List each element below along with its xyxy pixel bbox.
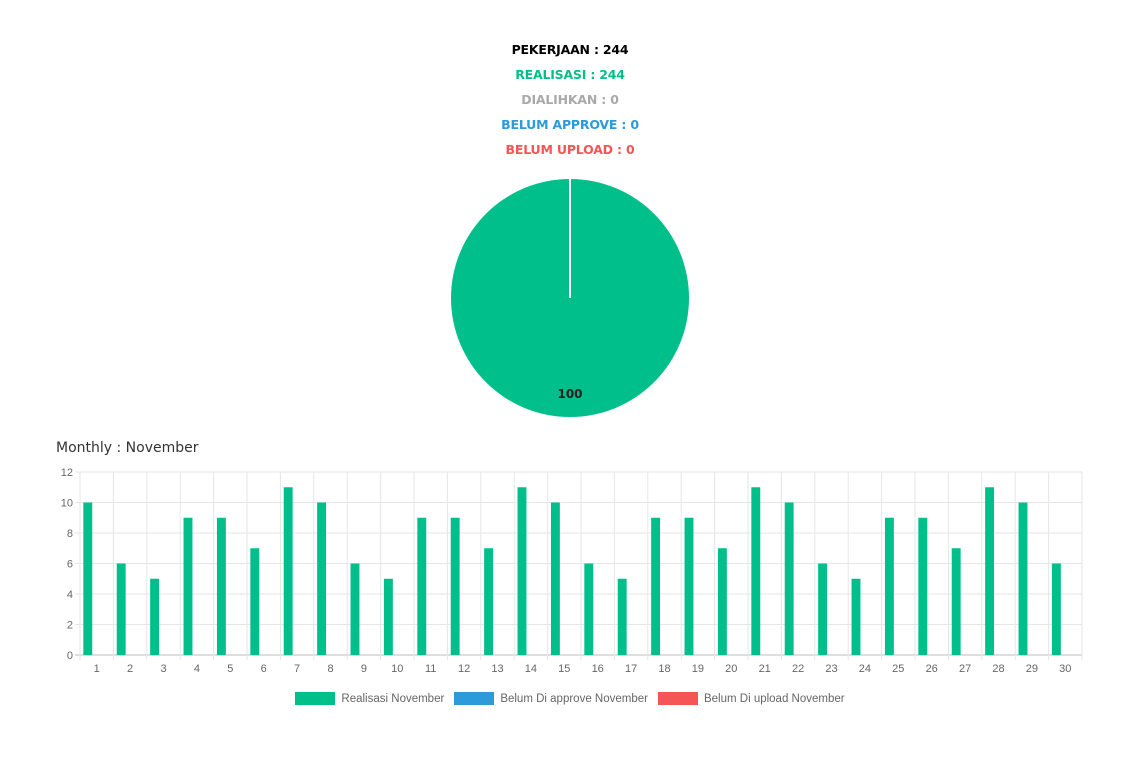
x-tick-label: 29 [1026,663,1038,675]
x-tick-label: 21 [759,663,771,675]
bar-realisasi-november-8[interactable] [317,502,327,656]
legend-label: Realisasi November [341,692,445,705]
x-tick-label: 23 [825,663,837,675]
bar-realisasi-november-12[interactable] [450,517,460,655]
bar-realisasi-november-29[interactable] [1018,502,1028,656]
bar-realisasi-november-26[interactable] [918,517,928,655]
legend-swatch [454,692,495,705]
bar-realisasi-november-6[interactable] [250,548,260,655]
x-tick-label: 12 [458,663,470,675]
bar-realisasi-november-20[interactable] [717,548,727,655]
x-tick-label: 8 [327,663,333,675]
y-tick-label: 6 [67,559,73,571]
x-tick-label: 24 [859,663,871,675]
bar-realisasi-november-15[interactable] [550,502,560,656]
legend-label: Belum Di approve November [500,692,648,705]
x-tick-label: 6 [261,663,267,675]
x-tick-label: 13 [491,663,503,675]
x-tick-label: 14 [525,663,537,675]
y-tick-label: 0 [67,650,73,662]
y-tick-label: 4 [67,589,73,601]
summary-panel: PEKERJAAN : 244 REALISASI : 244 DIALIHKA… [0,41,1140,166]
x-tick-label: 18 [658,663,670,675]
x-tick-label: 27 [959,663,971,675]
legend-swatch [657,692,698,705]
bar-realisasi-november-28[interactable] [985,487,995,655]
x-tick-label: 10 [391,663,403,675]
bar-realisasi-november-5[interactable] [216,517,226,655]
bar-realisasi-november-21[interactable] [751,487,761,655]
x-tick-label: 15 [558,663,570,675]
x-tick-label: 9 [361,663,367,675]
bar-realisasi-november-11[interactable] [417,517,427,655]
x-tick-label: 30 [1059,663,1071,675]
pie-data-label: 100 [557,387,582,401]
bar-realisasi-november-10[interactable] [383,578,393,655]
y-tick-label: 12 [61,467,73,479]
bar-realisasi-november-24[interactable] [851,578,861,655]
x-tick-label: 22 [792,663,804,675]
bar-realisasi-november-22[interactable] [784,502,794,656]
legend-label: Belum Di upload November [703,692,845,705]
dialihkan-total: DIALIHKAN : 0 [521,92,619,107]
x-tick-label: 4 [194,663,200,675]
bar-realisasi-november-4[interactable] [183,517,193,655]
x-tick-label: 19 [692,663,704,675]
x-tick-label: 28 [992,663,1004,675]
legend-swatch [295,692,336,705]
bar-realisasi-november-27[interactable] [951,548,961,655]
bar-realisasi-november-19[interactable] [684,517,694,655]
belum-upload-total: BELUM UPLOAD : 0 [505,142,635,157]
bar-realisasi-november-13[interactable] [484,548,494,655]
bar-realisasi-november-14[interactable] [517,487,527,655]
x-tick-label: 20 [725,663,737,675]
x-tick-label: 5 [227,663,233,675]
x-tick-label: 11 [425,663,436,675]
x-tick-label: 3 [160,663,166,675]
y-tick-label: 10 [61,498,73,510]
belum-approve-total: BELUM APPROVE : 0 [501,117,639,132]
pekerjaan-total: PEKERJAAN : 244 [511,42,629,57]
x-tick-label: 16 [592,663,604,675]
bar-realisasi-november-1[interactable] [83,502,93,656]
x-tick-label: 2 [127,663,133,675]
x-tick-label: 7 [294,663,300,675]
realisasi-total: REALISASI : 244 [515,67,625,82]
x-tick-label: 25 [892,663,904,675]
legend-item-belum-di-approve-november[interactable]: Belum Di approve November [454,692,648,705]
bar-realisasi-november-16[interactable] [584,563,594,656]
x-tick-label: 17 [625,663,637,675]
bar-realisasi-november-7[interactable] [283,487,293,655]
monthly-title: Monthly : November [56,440,199,456]
pie-chart: 100 [451,179,689,417]
bar-realisasi-november-23[interactable] [818,563,828,656]
legend-item-belum-di-upload-november[interactable]: Belum Di upload November [657,692,845,705]
bar-realisasi-november-18[interactable] [651,517,661,655]
x-tick-label: 1 [94,663,100,675]
bar-realisasi-november-25[interactable] [884,517,894,655]
bar-realisasi-november-2[interactable] [116,563,126,656]
bar-realisasi-november-9[interactable] [350,563,360,656]
bar-realisasi-november-3[interactable] [150,578,160,655]
bar-realisasi-november-17[interactable] [617,578,627,655]
legend-item-realisasi-november[interactable]: Realisasi November [295,692,444,705]
y-tick-label: 2 [67,620,73,632]
bar-realisasi-november-30[interactable] [1051,563,1061,656]
chart-legend: Realisasi November Belum Di approve Novem… [0,692,1140,705]
y-tick-label: 8 [67,528,73,540]
x-tick-label: 26 [926,663,938,675]
